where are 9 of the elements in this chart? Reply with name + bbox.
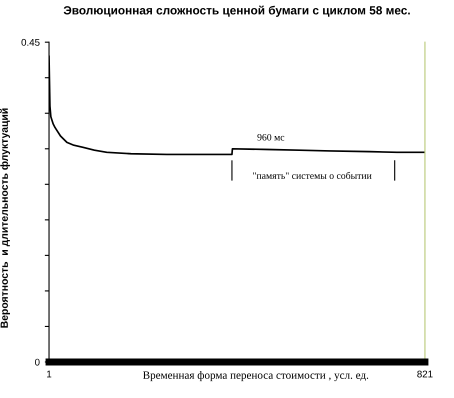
y-tick-label: 0.45: [21, 38, 40, 46]
y-axis-title: Вероятность и длительность флуктуаций: [0, 108, 10, 328]
annotation: "память" системы о событии: [253, 172, 372, 179]
chart-title: Эволюционная сложность ценной бумаги с циклом 58 мес.: [64, 6, 410, 17]
x-tick-label: 1: [47, 370, 52, 378]
annotation: 960 мс: [257, 134, 284, 141]
y-tick-label: 0: [34, 358, 40, 366]
x-axis-title: Временная форма переноса стоимости , усл. ед.: [143, 371, 368, 382]
x-tick-label: 821: [417, 370, 433, 378]
